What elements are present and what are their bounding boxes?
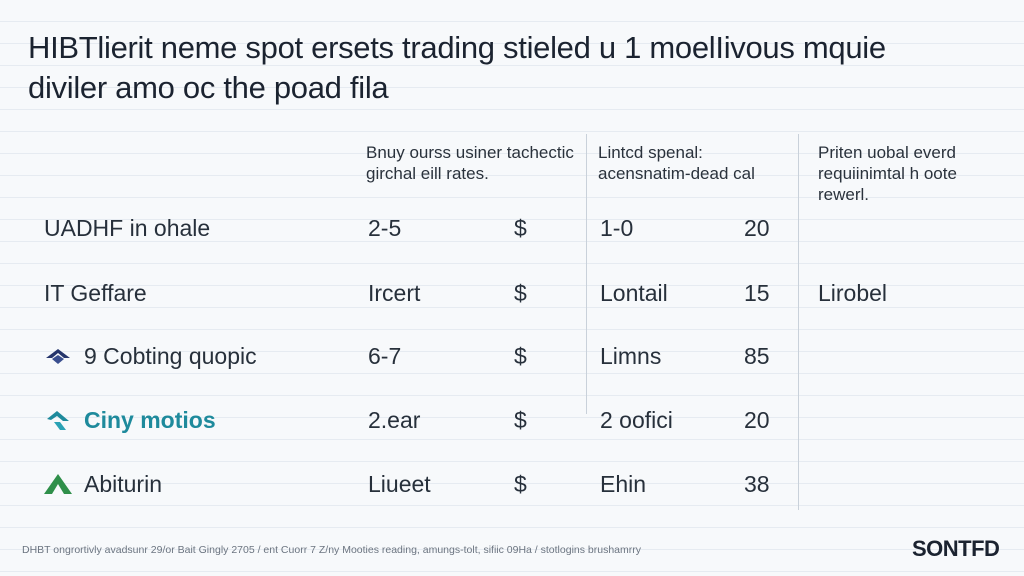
column-divider [798,134,799,510]
green-triangle-icon [42,472,74,496]
table-row: Ciny motios 2.ear $ 2 oofici 20 [0,400,1024,440]
page-title: HIBTlierit neme spot ersets trading stie… [28,30,886,105]
row-value-1: 2-5 [368,215,402,241]
brand-logo: SONTFD [912,536,1000,561]
row-value-2: 2 oofici [600,407,673,433]
table-row: 9 Cobting quopic 6-7 $ Limns 85 [0,336,1024,376]
row-value-1: Ircert [368,280,421,306]
currency-symbol: $ [514,280,527,306]
row-name: Abiturin [84,471,162,497]
table-row: IT Geffare Ircert $ Lontail 15 Lirobel [0,273,1024,313]
currency-symbol: $ [514,471,527,497]
footer-note: DHBT ongrortivly avadsunr 29/or Bait Gin… [22,544,641,556]
column-divider [586,134,587,414]
currency-symbol: $ [514,215,527,241]
currency-symbol: $ [514,407,527,433]
table-row: Abiturin Liueet $ Ehin 38 [0,464,1024,504]
row-name: UADHF in ohale [44,215,211,241]
currency-symbol: $ [514,343,527,369]
teal-arrow-icon [42,408,74,432]
row-value-2: 1-0 [600,215,634,241]
row-name: IT Geffare [44,280,147,306]
table-row: UADHF in ohale 2-5 $ 1-0 20 [0,208,1024,248]
row-value-1: 6-7 [368,343,402,369]
navy-diamond-icon [42,344,74,368]
row-extra: Lirobel [818,280,888,306]
row-value-1: 2.ear [368,407,421,433]
column-header-2: Lintcd spenal: acensnatim-dead cal [598,143,755,183]
row-value-2: Limns [600,343,662,369]
row-name: Ciny motios [84,407,216,433]
row-number: 15 [744,280,770,306]
row-name: 9 Cobting quopic [84,343,257,369]
row-value-1: Liueet [368,471,431,497]
row-value-2: Ehin [600,471,647,497]
row-value-2: Lontail [600,280,668,306]
column-header-1: Bnuy ourss usiner tachectic girchal eill… [366,143,574,183]
row-number: 85 [744,343,770,369]
row-number: 20 [744,215,770,241]
row-number: 38 [744,471,770,497]
column-header-3: Priten uobal everd requiinimtal h oote r… [818,143,957,204]
row-number: 20 [744,407,770,433]
